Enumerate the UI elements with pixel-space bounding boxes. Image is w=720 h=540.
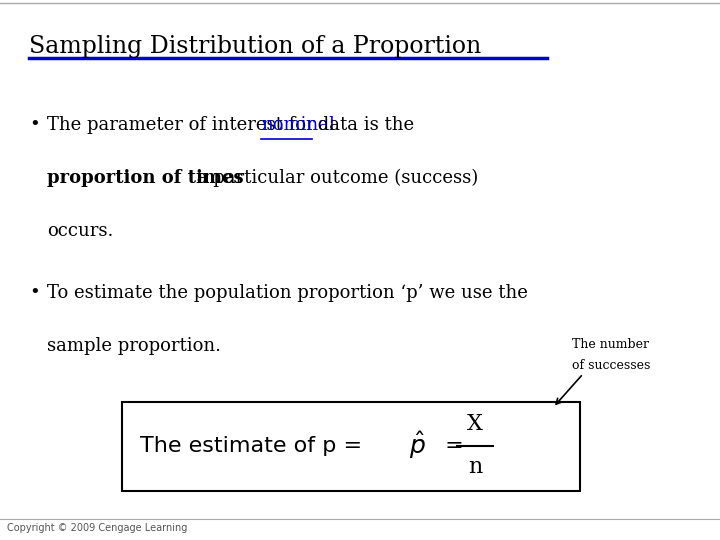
Text: =: = xyxy=(438,435,471,456)
Text: of successes: of successes xyxy=(572,359,651,372)
Text: •: • xyxy=(29,116,40,134)
Text: Sampling Distribution of a Proportion: Sampling Distribution of a Proportion xyxy=(29,35,481,58)
Text: data is the: data is the xyxy=(312,116,415,134)
Text: nominal: nominal xyxy=(261,116,336,134)
Text: The estimate of p =: The estimate of p = xyxy=(140,435,369,456)
FancyBboxPatch shape xyxy=(122,402,580,491)
Text: •: • xyxy=(29,284,40,302)
Text: a particular outcome (success): a particular outcome (success) xyxy=(191,169,478,187)
Text: Copyright © 2009 Cengage Learning: Copyright © 2009 Cengage Learning xyxy=(7,523,188,533)
Text: X: X xyxy=(467,413,483,435)
Text: proportion of times: proportion of times xyxy=(47,169,243,187)
Text: The parameter of interest for: The parameter of interest for xyxy=(47,116,320,134)
Text: occurs.: occurs. xyxy=(47,222,113,240)
Text: The number: The number xyxy=(572,338,649,350)
Text: $\hat{p}$: $\hat{p}$ xyxy=(409,430,426,461)
Text: To estimate the population proportion ‘p’ we use the: To estimate the population proportion ‘p… xyxy=(47,284,528,302)
Text: n: n xyxy=(468,456,482,478)
Text: sample proportion.: sample proportion. xyxy=(47,337,221,355)
